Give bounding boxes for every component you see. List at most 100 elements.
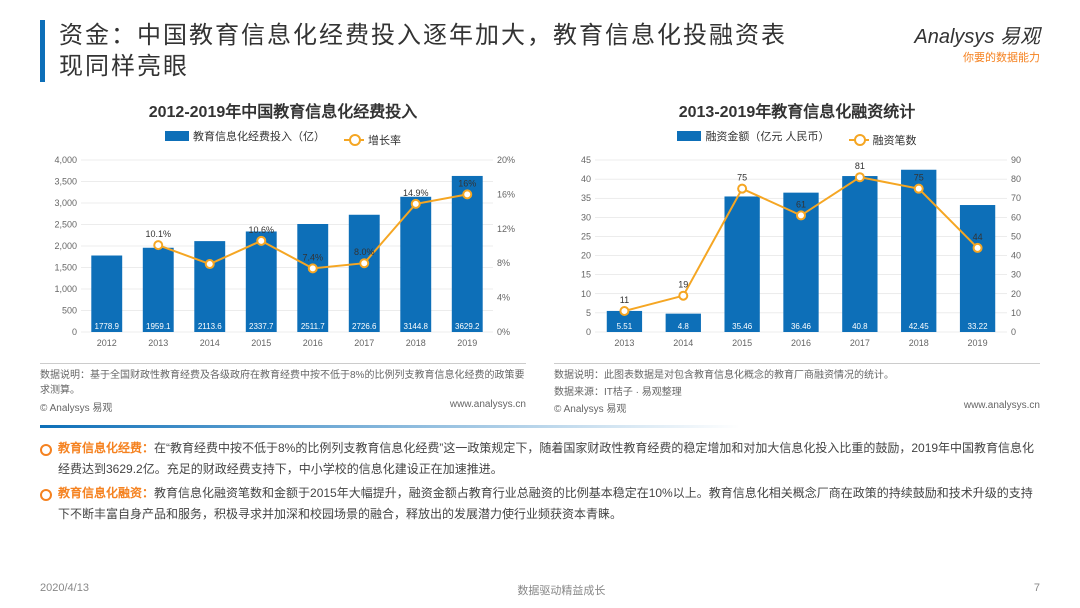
bullets-list: 教育信息化经费：在“教育经费中按不低于8%的比例列支教育信息化经费”这一政策规定…	[0, 430, 1080, 524]
svg-text:60: 60	[1011, 213, 1021, 223]
svg-text:500: 500	[62, 306, 77, 316]
svg-text:8.0%: 8.0%	[354, 248, 375, 258]
legend-bar: 教育信息化经费投入（亿）	[165, 128, 325, 144]
svg-text:1,500: 1,500	[54, 263, 77, 273]
separator	[0, 415, 1080, 430]
svg-text:2017: 2017	[354, 338, 374, 348]
svg-text:2018: 2018	[909, 338, 929, 348]
bullet-item: 教育信息化经费：在“教育经费中按不低于8%的比例列支教育信息化经费”这一政策规定…	[40, 438, 1040, 479]
chart-left-panel: 2012-2019年中国教育信息化经费投入 教育信息化经费投入（亿） 增长率 0…	[40, 98, 526, 415]
chart-right-note: 数据说明：此图表数据是对包含教育信息化概念的教育厂商融资情况的统计。 数据来源：…	[554, 363, 1040, 415]
svg-text:7.4%: 7.4%	[302, 253, 323, 263]
svg-text:2018: 2018	[406, 338, 426, 348]
svg-text:40.8: 40.8	[852, 322, 868, 331]
svg-text:42.45: 42.45	[909, 322, 930, 331]
svg-text:90: 90	[1011, 155, 1021, 165]
svg-text:81: 81	[855, 162, 865, 172]
legend-bar-r: 融资金额（亿元 人民币）	[677, 128, 829, 144]
chart-left-legend: 教育信息化经费投入（亿） 增长率	[40, 128, 526, 148]
svg-text:1778.9: 1778.9	[95, 322, 120, 331]
svg-text:15: 15	[581, 270, 591, 280]
svg-text:2014: 2014	[673, 338, 693, 348]
svg-text:2337.7: 2337.7	[249, 322, 274, 331]
svg-text:0: 0	[1011, 327, 1016, 337]
title-block: 资金：中国教育信息化经费投入逐年加大，教育信息化投融资表现同样亮眼	[40, 20, 800, 82]
svg-text:30: 30	[581, 213, 591, 223]
svg-text:4,000: 4,000	[54, 155, 77, 165]
svg-text:10.1%: 10.1%	[145, 230, 171, 240]
svg-text:0%: 0%	[497, 327, 510, 337]
header: 资金：中国教育信息化经费投入逐年加大，教育信息化投融资表现同样亮眼 Analys…	[0, 0, 1080, 92]
svg-text:1959.1: 1959.1	[146, 322, 171, 331]
chart-right-svg: 0 5 10 15 20 25 30 35 40 45 0 10 20 30 40 50 60 70 80 90 5.5…	[554, 152, 1040, 352]
svg-text:75: 75	[914, 173, 924, 183]
svg-text:2013: 2013	[614, 338, 634, 348]
svg-text:10: 10	[1011, 308, 1021, 318]
svg-text:45: 45	[581, 155, 591, 165]
svg-text:0: 0	[586, 327, 591, 337]
chart-right-title: 2013-2019年教育信息化融资统计	[554, 98, 1040, 122]
svg-text:33.22: 33.22	[968, 322, 989, 331]
page-title: 资金：中国教育信息化经费投入逐年加大，教育信息化投融资表现同样亮眼	[59, 20, 800, 82]
svg-text:2,500: 2,500	[54, 220, 77, 230]
footer-center: 数据驱动精益成长	[517, 582, 605, 598]
brand-logo: Analysys 易观 你要的数据能力	[914, 20, 1040, 65]
svg-text:5: 5	[586, 308, 591, 318]
legend-line: 增长率	[344, 132, 401, 148]
svg-text:50: 50	[1011, 232, 1021, 242]
svg-text:12%: 12%	[497, 224, 515, 234]
svg-text:2726.6: 2726.6	[352, 322, 377, 331]
svg-text:1,000: 1,000	[54, 284, 77, 294]
svg-text:2017: 2017	[850, 338, 870, 348]
svg-text:4%: 4%	[497, 293, 510, 303]
svg-text:40: 40	[581, 174, 591, 184]
svg-text:10: 10	[581, 289, 591, 299]
svg-text:2014: 2014	[200, 338, 220, 348]
svg-text:20%: 20%	[497, 155, 515, 165]
svg-text:20: 20	[1011, 289, 1021, 299]
chart-right-legend: 融资金额（亿元 人民币） 融资笔数	[554, 128, 1040, 148]
svg-text:2015: 2015	[732, 338, 752, 348]
svg-text:0: 0	[72, 327, 77, 337]
chart-left-svg: 0 500 1,000 1,500 2,000 2,500 3,000 3,500 4,000 0…	[40, 152, 526, 352]
bullet-item: 教育信息化融资：教育信息化融资笔数和金额于2015年大幅提升，融资金额占教育行业…	[40, 483, 1040, 524]
svg-text:3,500: 3,500	[54, 177, 77, 187]
svg-text:2016: 2016	[303, 338, 323, 348]
svg-text:14.9%: 14.9%	[403, 188, 429, 198]
svg-text:44: 44	[973, 232, 983, 242]
svg-text:2,000: 2,000	[54, 241, 77, 251]
svg-text:11: 11	[620, 295, 629, 305]
chart-left-title: 2012-2019年中国教育信息化经费投入	[40, 98, 526, 122]
svg-text:2019: 2019	[457, 338, 477, 348]
footer-date: 2020/4/13	[40, 582, 89, 598]
svg-text:75: 75	[737, 173, 747, 183]
svg-text:16%: 16%	[458, 179, 476, 189]
svg-text:35: 35	[581, 194, 591, 204]
svg-text:2019: 2019	[968, 338, 988, 348]
svg-text:4.8: 4.8	[678, 322, 690, 331]
svg-text:40: 40	[1011, 251, 1021, 261]
chart-left-note: 数据说明：基于全国财政性教育经费及各级政府在教育经费中按不低于8%的比例列支教育…	[40, 363, 526, 414]
svg-text:8%: 8%	[497, 259, 510, 269]
svg-text:35.46: 35.46	[732, 322, 753, 331]
charts-row: 2012-2019年中国教育信息化经费投入 教育信息化经费投入（亿） 增长率 0…	[0, 92, 1080, 415]
legend-line-r: 融资笔数	[849, 132, 917, 148]
svg-text:2015: 2015	[251, 338, 271, 348]
svg-text:80: 80	[1011, 174, 1021, 184]
svg-text:61: 61	[796, 200, 806, 210]
svg-text:5.51: 5.51	[617, 322, 633, 331]
svg-text:36.46: 36.46	[791, 322, 812, 331]
svg-text:20: 20	[581, 251, 591, 261]
svg-text:70: 70	[1011, 194, 1021, 204]
svg-text:2511.7: 2511.7	[301, 322, 325, 331]
svg-text:2013: 2013	[148, 338, 168, 348]
svg-text:3,000: 3,000	[54, 198, 77, 208]
footer-page: 7	[1034, 582, 1040, 598]
svg-text:2016: 2016	[791, 338, 811, 348]
svg-text:3629.2: 3629.2	[455, 322, 480, 331]
brand-tagline: 你要的数据能力	[914, 49, 1040, 65]
svg-text:30: 30	[1011, 270, 1021, 280]
svg-text:3144.8: 3144.8	[404, 322, 429, 331]
svg-text:25: 25	[581, 232, 591, 242]
svg-text:2113.6: 2113.6	[198, 322, 222, 331]
